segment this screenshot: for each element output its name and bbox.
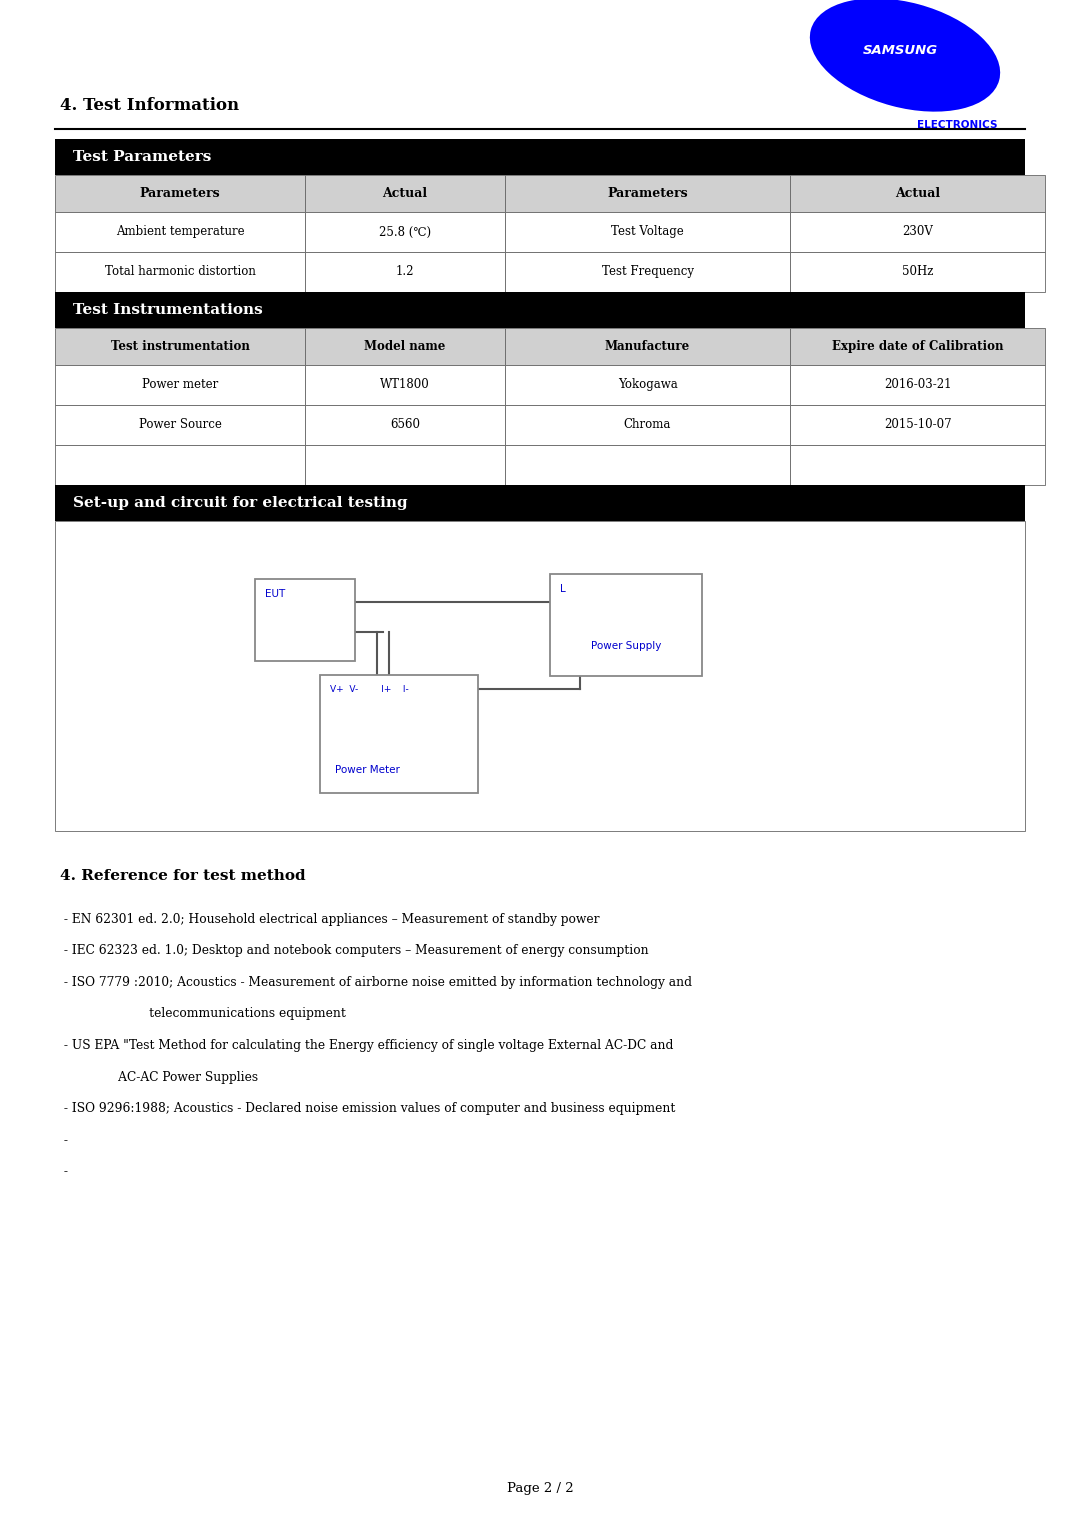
Text: -: - [60,1133,68,1147]
Text: Power meter: Power meter [141,379,218,391]
Text: - IEC 62323 ed. 1.0; Desktop and notebook computers – Measurement of energy cons: - IEC 62323 ed. 1.0; Desktop and noteboo… [60,945,649,957]
Text: AC-AC Power Supplies: AC-AC Power Supplies [60,1070,258,1084]
Text: Manufacture: Manufacture [605,341,690,353]
Text: Actual: Actual [895,186,940,200]
Text: 230V: 230V [902,226,933,238]
Text: Test Voltage: Test Voltage [611,226,684,238]
Bar [305,252,505,292]
Text: 4. Test Information: 4. Test Information [60,98,239,115]
Text: Model name: Model name [364,341,446,353]
Bar [55,292,1025,328]
Bar [789,405,1045,444]
Bar [505,252,789,292]
Bar [55,212,305,252]
Text: Ambient temperature: Ambient temperature [116,226,244,238]
Bar [789,212,1045,252]
Bar [55,328,305,365]
Text: 4. Reference for test method: 4. Reference for test method [60,869,306,883]
Text: V+  V-        I+    I-: V+ V- I+ I- [330,686,408,693]
Text: SAMSUNG: SAMSUNG [863,44,937,58]
Bar [305,405,505,444]
Bar [305,444,505,486]
Text: Test Parameters: Test Parameters [73,150,212,163]
Bar [305,176,505,212]
Text: Expire date of Calibration: Expire date of Calibration [832,341,1003,353]
Bar [505,212,789,252]
Text: telecommunications equipment: telecommunications equipment [60,1008,346,1020]
Bar [55,486,1025,521]
Bar [305,328,505,365]
Text: Power Source: Power Source [138,418,221,432]
Text: Set-up and circuit for electrical testing: Set-up and circuit for electrical testin… [73,496,407,510]
Text: Parameters: Parameters [607,186,688,200]
Bar [789,444,1045,486]
Text: Power Supply: Power Supply [591,641,661,651]
Bar [505,176,789,212]
Bar [55,405,305,444]
Text: Test instrumentation: Test instrumentation [110,341,249,353]
Bar [789,252,1045,292]
Bar [55,521,1025,831]
Text: ELECTRONICS: ELECTRONICS [917,121,997,130]
Bar [505,365,789,405]
Bar [255,579,355,661]
Text: Total harmonic distortion: Total harmonic distortion [105,266,256,278]
Bar [55,139,1025,176]
Text: Parameters: Parameters [139,186,220,200]
Text: Test Frequency: Test Frequency [602,266,693,278]
Text: - US EPA "Test Method for calculating the Energy efficiency of single voltage Ex: - US EPA "Test Method for calculating th… [60,1038,673,1052]
Text: 50Hz: 50Hz [902,266,933,278]
Bar [550,574,702,676]
Text: 2015-10-07: 2015-10-07 [883,418,951,432]
Bar [55,176,305,212]
Bar [789,176,1045,212]
Bar [55,252,305,292]
Text: Power Meter: Power Meter [335,765,400,776]
Text: Chroma: Chroma [624,418,671,432]
Bar [505,444,789,486]
Text: WT1800: WT1800 [380,379,430,391]
Ellipse shape [810,0,1000,111]
Text: Yokogawa: Yokogawa [618,379,677,391]
Bar [789,365,1045,405]
Bar [320,675,478,793]
Text: 2016-03-21: 2016-03-21 [883,379,951,391]
Text: - EN 62301 ed. 2.0; Household electrical appliances – Measurement of standby pow: - EN 62301 ed. 2.0; Household electrical… [60,913,599,925]
Bar [55,444,305,486]
Text: 25.8 (℃): 25.8 (℃) [379,226,431,238]
Text: L: L [561,583,566,594]
Text: 1.2: 1.2 [395,266,415,278]
Text: Page 2 / 2: Page 2 / 2 [507,1483,573,1495]
Text: - ISO 9296:1988; Acoustics - Declared noise emission values of computer and busi: - ISO 9296:1988; Acoustics - Declared no… [60,1102,675,1115]
Bar [505,328,789,365]
Text: -: - [60,1165,68,1177]
Bar [789,328,1045,365]
Bar [305,365,505,405]
Text: Test Instrumentations: Test Instrumentations [73,302,262,318]
Bar [305,212,505,252]
Text: - ISO 7779 :2010; Acoustics - Measurement of airborne noise emitted by informati: - ISO 7779 :2010; Acoustics - Measuremen… [60,976,692,989]
Bar [505,405,789,444]
Text: Actual: Actual [382,186,428,200]
Text: EUT: EUT [265,589,285,599]
Bar [55,365,305,405]
Text: 6560: 6560 [390,418,420,432]
